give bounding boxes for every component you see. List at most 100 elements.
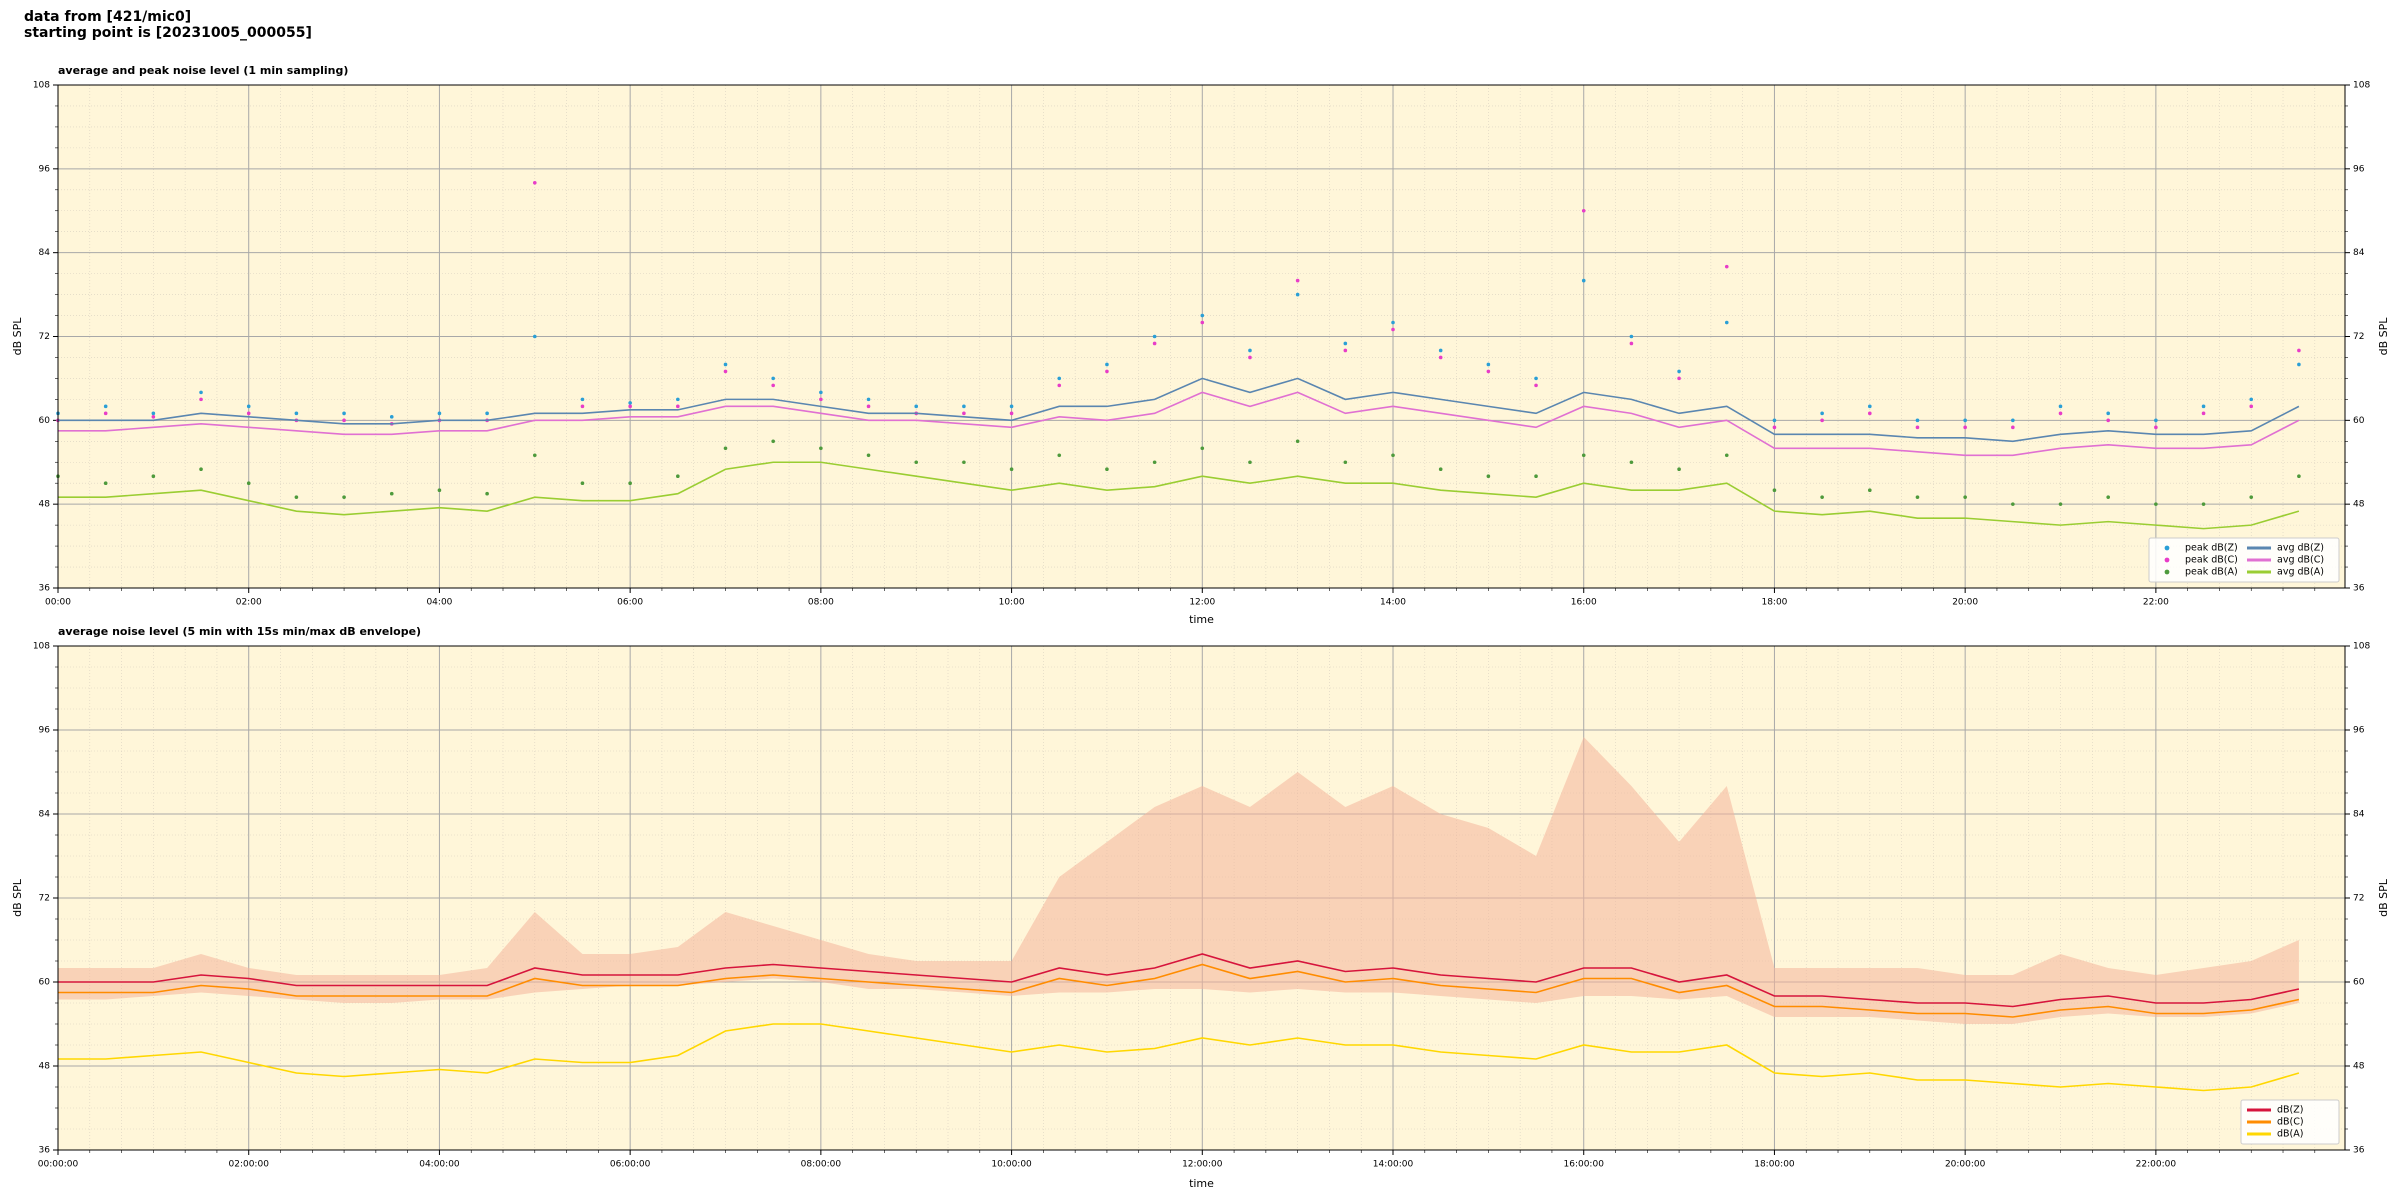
peak-point (2297, 362, 2301, 367)
peak-point (485, 411, 489, 416)
peak-point (1295, 292, 1300, 297)
peak-point (1534, 376, 1538, 381)
peak-point (1629, 460, 1634, 465)
y-tick-label: 36 (39, 584, 51, 594)
peak-point (1009, 467, 1014, 472)
peak-point (1391, 327, 1395, 332)
peak-point (1581, 208, 1586, 213)
y-axis-label: dB SPL (2377, 317, 2390, 356)
y-tick-label: 96 (2353, 164, 2365, 174)
peak-point (866, 453, 871, 458)
peak-point (2297, 348, 2301, 353)
x-tick-label: 20:00 (1952, 598, 1978, 608)
peak-point (1629, 341, 1634, 346)
x-axis-label: time (1189, 1177, 1214, 1190)
x-tick-label: 10:00 (999, 598, 1025, 608)
peak-point (1581, 453, 1586, 458)
peak-point (1343, 348, 1348, 353)
series-line (58, 461, 2300, 530)
peak-point (103, 411, 108, 416)
peak-point (103, 481, 108, 486)
peak-point (532, 181, 537, 185)
series-line (58, 963, 2300, 1018)
envelope-band (58, 737, 2299, 1024)
peak-point (914, 404, 919, 409)
series-line (58, 1023, 2300, 1092)
peak-point (866, 397, 871, 402)
peak-point (771, 376, 775, 381)
peak-point (1724, 320, 1729, 325)
y-tick-label: 60 (39, 978, 51, 988)
peak-point (2058, 404, 2063, 409)
peak-point (2058, 502, 2063, 506)
peak-point (628, 481, 632, 486)
y-tick-label: 96 (2353, 726, 2365, 736)
peak-point (1152, 460, 1157, 465)
y-tick-label: 108 (33, 81, 50, 91)
peak-point (2011, 425, 2015, 430)
peak-point (389, 491, 394, 496)
peak-point (962, 411, 966, 416)
plot-frame (57, 84, 2346, 589)
y-axis-label: dB SPL (11, 317, 24, 356)
legend-marker (2164, 557, 2170, 563)
x-tick-label: 06:00 (617, 598, 643, 608)
x-tick-label: 00:00 (45, 598, 71, 608)
peak-point (1724, 264, 1729, 269)
peak-point (2106, 495, 2110, 499)
peak-point (1152, 341, 1157, 346)
peak-point (1820, 411, 1824, 416)
legend-label: peak dB(C) (2185, 555, 2238, 566)
x-tick-label: 12:00 (1189, 598, 1215, 608)
peak-point (1391, 320, 1395, 325)
y-tick-label: 60 (2353, 416, 2365, 426)
x-tick-label: 04:00:00 (419, 1160, 460, 1170)
peak-point (914, 460, 919, 465)
legend-box (2148, 537, 2340, 583)
peak-point (819, 390, 823, 395)
peak-point (1200, 320, 1205, 325)
peak-point (1438, 355, 1443, 360)
peak-point (628, 401, 632, 405)
y-tick-label: 108 (33, 642, 50, 652)
peak-point (199, 397, 203, 402)
peak-point (1200, 313, 1205, 318)
peak-point (723, 369, 728, 374)
peak-point (1057, 453, 1062, 458)
y-axis-label: dB SPL (2377, 878, 2390, 917)
peak-point (2154, 418, 2158, 423)
peak-point (723, 362, 728, 367)
peak-point (962, 460, 966, 465)
peak-point (1963, 425, 1967, 430)
peak-point (2011, 502, 2015, 506)
legend-marker (2164, 545, 2170, 551)
peak-point (2297, 474, 2301, 479)
peak-point (1438, 467, 1443, 472)
x-axis-label: time (1189, 613, 1214, 626)
plot-frame (57, 645, 2346, 1151)
x-tick-label: 16:00 (1571, 598, 1597, 608)
peak-point (2249, 397, 2254, 402)
peak-point (1438, 348, 1443, 353)
peak-point (1677, 369, 1681, 374)
y-tick-label: 48 (2353, 1062, 2365, 1072)
peak-point (1867, 411, 1872, 416)
peak-point (1772, 488, 1777, 492)
peak-point (1248, 460, 1252, 465)
chart-title: average and peak noise level (1 min samp… (58, 64, 348, 77)
peak-point (103, 404, 108, 409)
peak-point (1009, 411, 1014, 416)
header-line: starting point is [20231005_000055] (24, 25, 312, 41)
legend-label: avg dB(A) (2277, 567, 2324, 578)
peak-point (2106, 411, 2110, 416)
peak-point (1867, 488, 1872, 492)
peak-point (342, 418, 346, 423)
peak-point (1152, 334, 1157, 339)
x-tick-label: 18:00 (1761, 598, 1787, 608)
peak-point (1534, 474, 1538, 479)
peak-point (962, 404, 966, 409)
y-tick-label: 108 (2353, 642, 2370, 652)
peak-point (819, 397, 823, 402)
peak-point (771, 439, 775, 444)
y-tick-label: 48 (2353, 500, 2365, 510)
